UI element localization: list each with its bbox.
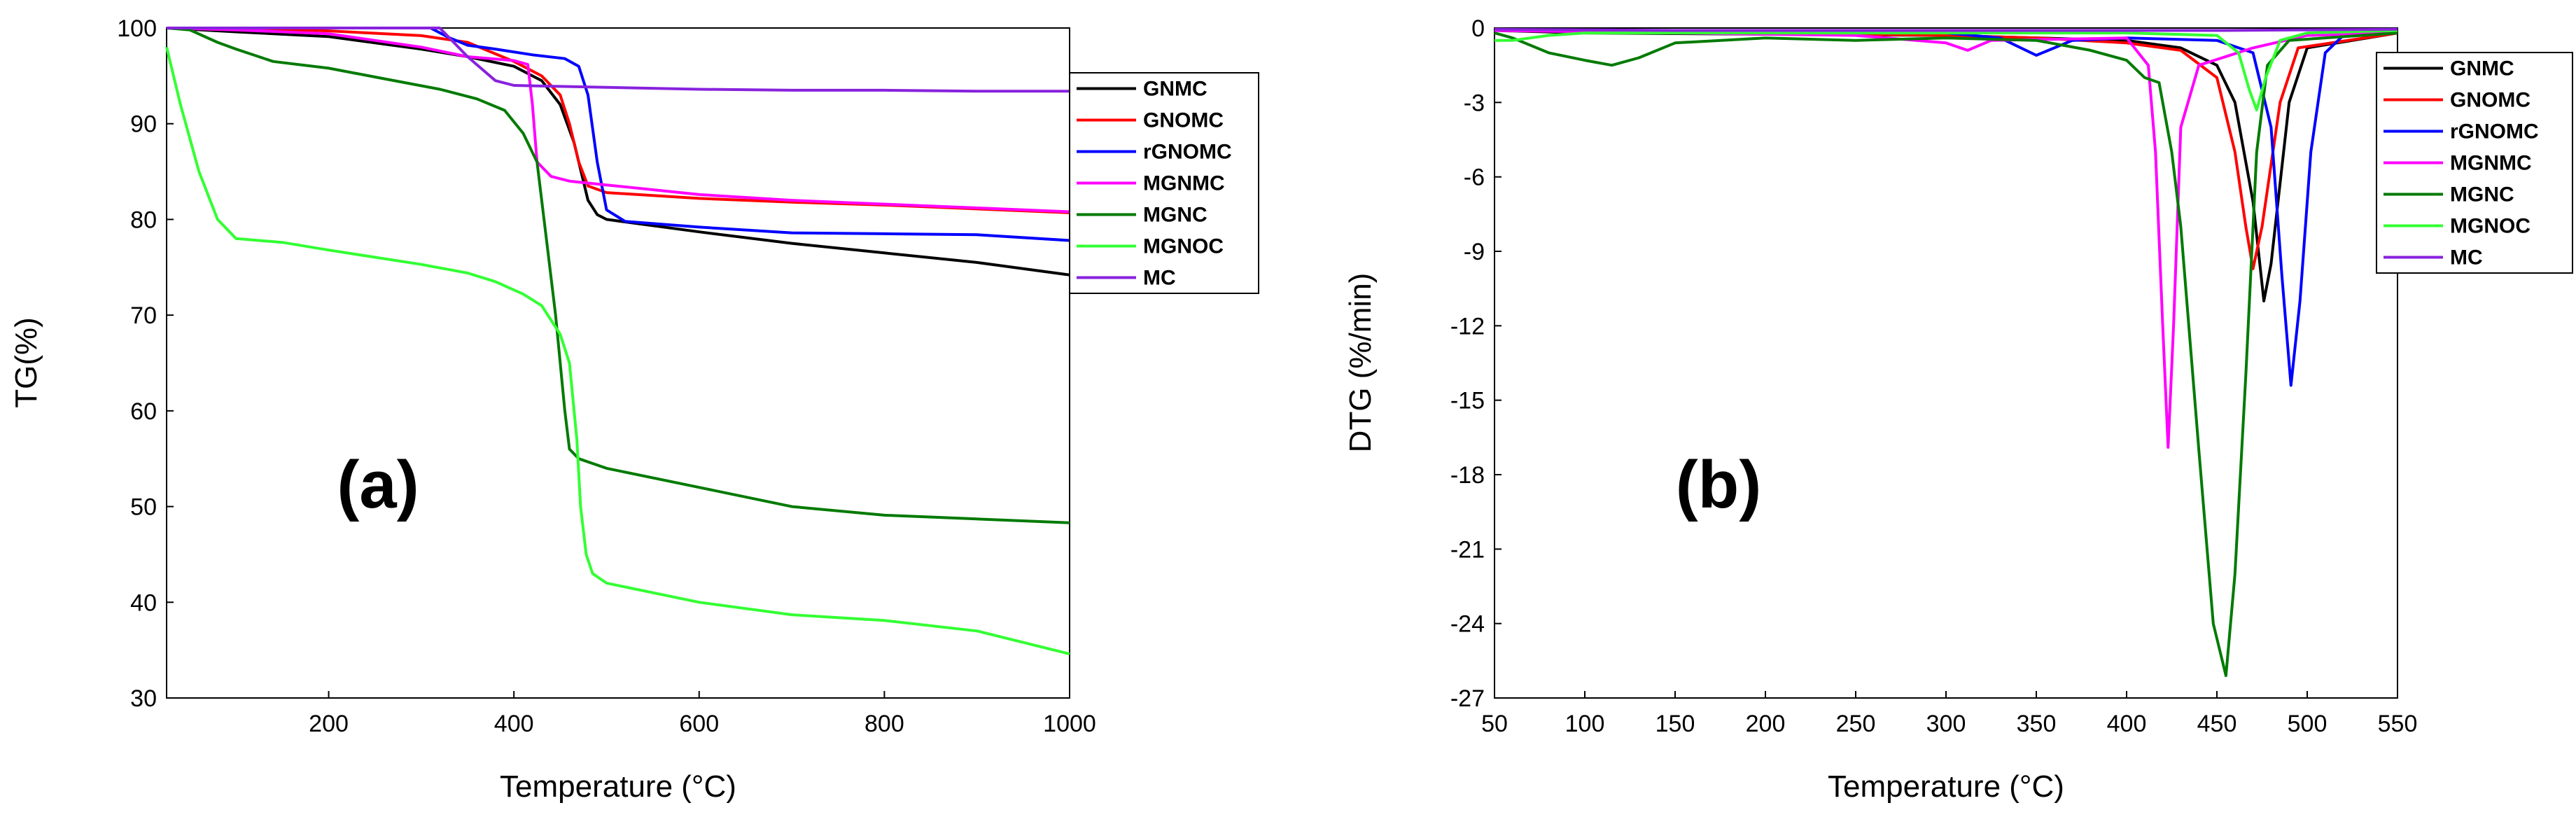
y-tick-label: 50 [130, 494, 157, 521]
y-tick-label: -9 [1464, 239, 1485, 265]
panel-label-b: (b) [1676, 447, 1762, 522]
series-line-mgnmc [1494, 29, 2398, 449]
x-tick-label: 50 [1481, 711, 1508, 737]
legend-label: MC [2450, 246, 2483, 270]
axis-ticks-b: 50 100 150 200 250 300 350 400 450 500 550 0 -3 -6 -9 -… [1450, 15, 2418, 737]
axis-ticks-a: 200 400 600 800 1000 30 40 50 60 70 80 90 100 [117, 15, 1096, 737]
y-tick-label: 40 [130, 589, 157, 616]
legend-a: GNMC GNOMC rGNOMC MGNMC MGNC MGNOC MC [1069, 72, 1259, 294]
legend-label: MC [1143, 267, 1176, 290]
series-lines-a [165, 27, 1070, 656]
y-tick-label: -15 [1450, 388, 1485, 414]
panel-a: 200 400 600 800 1000 30 40 50 60 70 80 90 100 Temper… [9, 15, 1259, 804]
x-tick-label: 350 [2017, 711, 2057, 737]
legend-label: rGNOMC [2450, 120, 2539, 144]
series-line-mc [167, 27, 1070, 93]
series-line-mgnoc [165, 46, 1070, 656]
y-tick-label: 80 [130, 207, 157, 233]
y-tick-label: -12 [1450, 313, 1485, 340]
x-tick-label: 100 [1565, 711, 1605, 737]
x-tick-label: 300 [1926, 711, 1966, 737]
y-tick-label: 70 [130, 302, 157, 329]
legend-label: GNMC [1143, 78, 1208, 101]
panel-label-a: (a) [337, 447, 419, 522]
legend-label: MGNC [1143, 204, 1208, 227]
x-axis-label-b: Temperature (°C) [1828, 769, 2064, 804]
series-line-gnomc [167, 27, 1070, 214]
series-line-rgnomc [167, 27, 1070, 242]
x-tick-label: 550 [2378, 711, 2418, 737]
series-line-rgnomc [1494, 29, 2398, 387]
series-line-mgnc [1494, 32, 2398, 678]
y-tick-label: 60 [130, 398, 157, 425]
x-tick-label: 1000 [1043, 711, 1096, 737]
legend-label: GNOMC [2450, 89, 2530, 112]
series-line-mgnc [166, 27, 1070, 524]
y-tick-label: -6 [1464, 165, 1485, 191]
y-axis-label-a: TG(%) [9, 317, 43, 408]
y-axis-label-b: DTG (%/min) [1343, 273, 1378, 453]
legend-label: MGNMC [1143, 172, 1225, 195]
y-tick-label: -21 [1450, 536, 1485, 563]
y-tick-label: -24 [1450, 611, 1485, 638]
x-tick-label: 600 [679, 711, 719, 737]
series-line-mgnmc [166, 27, 1070, 214]
y-tick-label: -18 [1450, 462, 1485, 489]
x-tick-label: 200 [309, 711, 349, 737]
x-tick-label: 150 [1656, 711, 1695, 737]
series-line-gnomc [1494, 29, 2398, 270]
x-tick-label: 250 [1836, 711, 1876, 737]
y-tick-label: 0 [1471, 15, 1485, 42]
legend-label: GNOMC [1143, 109, 1224, 132]
plot-frame-a [166, 27, 1070, 699]
y-tick-label: 30 [130, 685, 157, 712]
legend-label: MGNMC [2450, 152, 2532, 175]
plot-frame-b [1494, 27, 2398, 699]
x-tick-label: 400 [2107, 711, 2147, 737]
series-line-mc [1494, 27, 2398, 32]
y-tick-label: 90 [130, 111, 157, 138]
legend-label: MGNOC [2450, 215, 2530, 238]
legend-label: MGNOC [1143, 235, 1224, 258]
y-tick-label: -3 [1464, 90, 1485, 116]
x-tick-label: 450 [2197, 711, 2237, 737]
x-tick-label: 500 [2288, 711, 2328, 737]
x-axis-label-a: Temperature (°C) [500, 769, 736, 804]
legend-label: MGNC [2450, 183, 2514, 207]
y-tick-label: 100 [117, 15, 157, 42]
series-lines-b [1494, 27, 2398, 678]
x-tick-label: 400 [494, 711, 534, 737]
legend-label: GNMC [2450, 57, 2514, 81]
series-line-gnmc [1494, 29, 2398, 302]
x-tick-label: 800 [864, 711, 904, 737]
series-line-mgnoc [1494, 29, 2398, 111]
legend-label: rGNOMC [1143, 141, 1232, 164]
panel-b: 50 100 150 200 250 300 350 400 450 500 550 0 -3 -6 -9 -… [1343, 15, 2573, 804]
y-tick-label: -27 [1450, 685, 1485, 712]
x-tick-label: 200 [1746, 711, 1786, 737]
legend-b: GNMC GNOMC rGNOMC MGNMC MGNC MGNOC MC [2376, 52, 2573, 274]
